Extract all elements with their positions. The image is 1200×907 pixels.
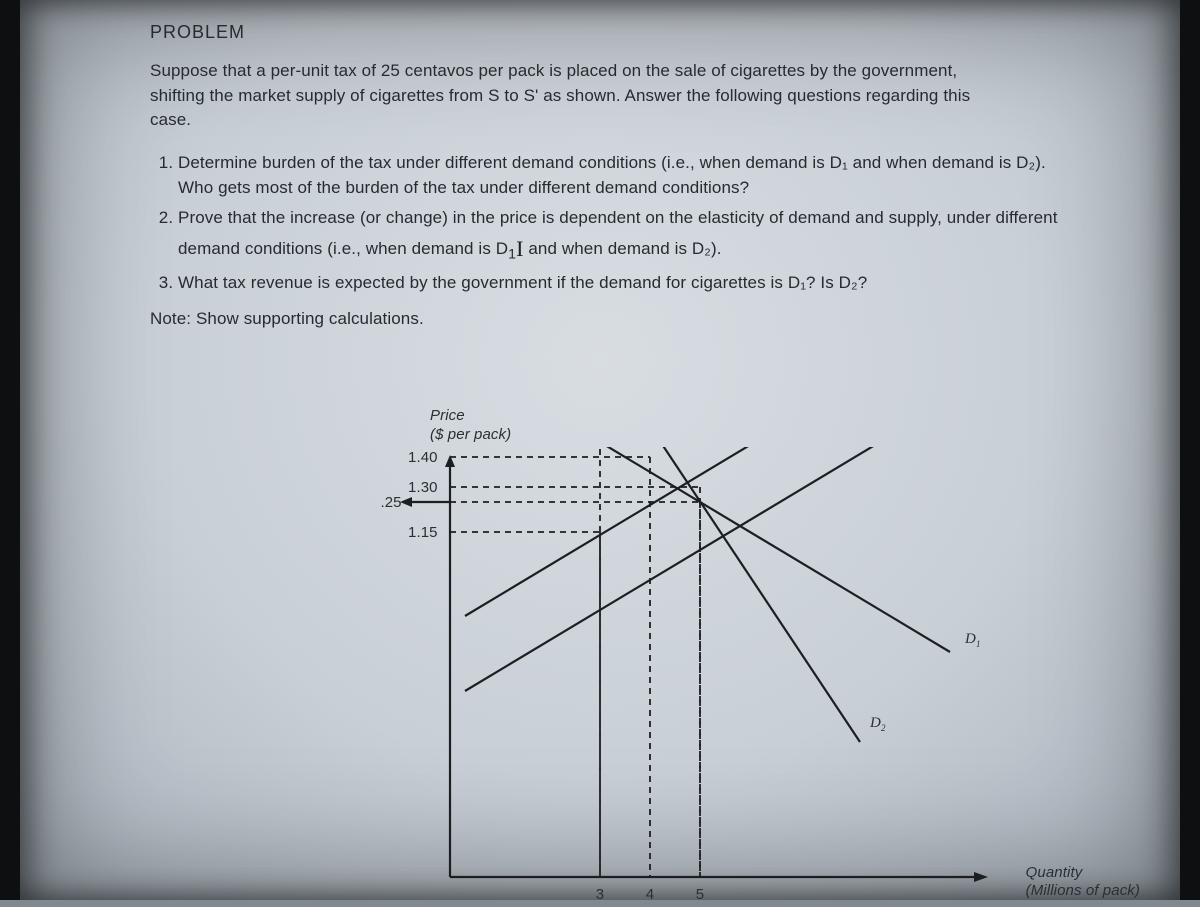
x-axis-title-2: (Millions of pack) <box>1026 882 1140 899</box>
svg-text:4: 4 <box>646 886 654 903</box>
question-2: Prove that the increase (or change) in t… <box>178 206 1078 265</box>
note-line: Note: Show supporting calculations. <box>150 309 1110 329</box>
question-1: Determine burden of the tax under differ… <box>178 151 1078 200</box>
screen-surface: PROBLEM Suppose that a per-unit tax of 2… <box>20 0 1180 900</box>
chart-container: Price ($ per pack) 1.501.401.301.251.153… <box>380 407 1100 907</box>
svg-text:1.30: 1.30 <box>408 479 438 496</box>
svg-text:1.40: 1.40 <box>408 449 438 466</box>
svg-text:1.25: 1.25 <box>380 494 402 511</box>
heading: PROBLEM <box>150 22 1110 43</box>
svg-text:3: 3 <box>596 886 604 903</box>
question-3: What tax revenue is expected by the gove… <box>178 271 1078 296</box>
question-2b: and when demand is D₂). <box>524 239 722 258</box>
question-2-sub: 1 <box>508 246 516 262</box>
svg-text:5: 5 <box>696 886 704 903</box>
bezel-left <box>0 0 20 900</box>
svg-text:D1: D1 <box>964 631 981 649</box>
x-axis-title: Quantity (Millions of pack) <box>1026 864 1140 902</box>
text-cursor-icon: I <box>516 233 523 265</box>
bezel-right <box>1180 0 1200 900</box>
y-axis-title-1: Price <box>430 407 465 424</box>
svg-text:1.15: 1.15 <box>408 524 438 541</box>
svg-text:D2: D2 <box>869 715 886 733</box>
y-axis-title: Price ($ per pack) <box>430 407 511 445</box>
intro-paragraph: Suppose that a per-unit tax of 25 centav… <box>150 59 990 133</box>
y-axis-title-2: ($ per pack) <box>430 426 511 443</box>
document-content: PROBLEM Suppose that a per-unit tax of 2… <box>150 22 1110 329</box>
x-axis-title-1: Quantity <box>1026 864 1083 881</box>
supply-demand-chart: 1.501.401.301.251.15345SS'D1D2 <box>380 447 1100 907</box>
question-list: Determine burden of the tax under differ… <box>150 151 1078 296</box>
